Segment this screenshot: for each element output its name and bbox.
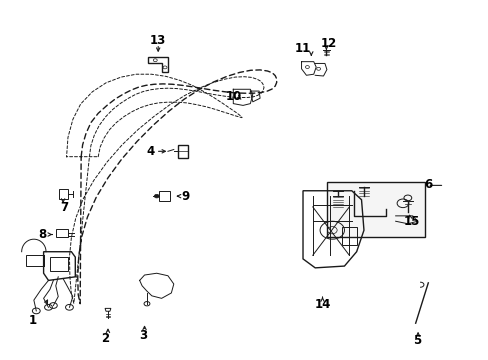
Text: 2: 2 bbox=[102, 332, 109, 345]
Text: 6: 6 bbox=[424, 178, 432, 191]
Text: 11: 11 bbox=[294, 42, 310, 55]
Bar bbox=[25, 255, 44, 266]
Circle shape bbox=[154, 194, 159, 198]
Text: 12: 12 bbox=[320, 36, 336, 50]
Text: 1: 1 bbox=[28, 314, 37, 327]
Text: 7: 7 bbox=[60, 201, 68, 214]
Text: 8: 8 bbox=[38, 228, 46, 241]
Bar bbox=[50, 257, 68, 271]
Text: 5: 5 bbox=[413, 334, 421, 347]
Bar bbox=[59, 189, 68, 199]
Text: 9: 9 bbox=[182, 190, 190, 203]
Text: 14: 14 bbox=[314, 298, 330, 311]
Text: 13: 13 bbox=[150, 34, 166, 48]
Bar bbox=[159, 192, 169, 201]
Bar bbox=[177, 145, 188, 158]
Text: 3: 3 bbox=[139, 329, 147, 342]
Bar bbox=[327, 182, 424, 237]
Text: 10: 10 bbox=[225, 90, 242, 103]
Text: 15: 15 bbox=[403, 215, 419, 229]
Bar bbox=[56, 229, 68, 237]
Text: 4: 4 bbox=[146, 145, 155, 158]
Bar bbox=[341, 226, 356, 244]
